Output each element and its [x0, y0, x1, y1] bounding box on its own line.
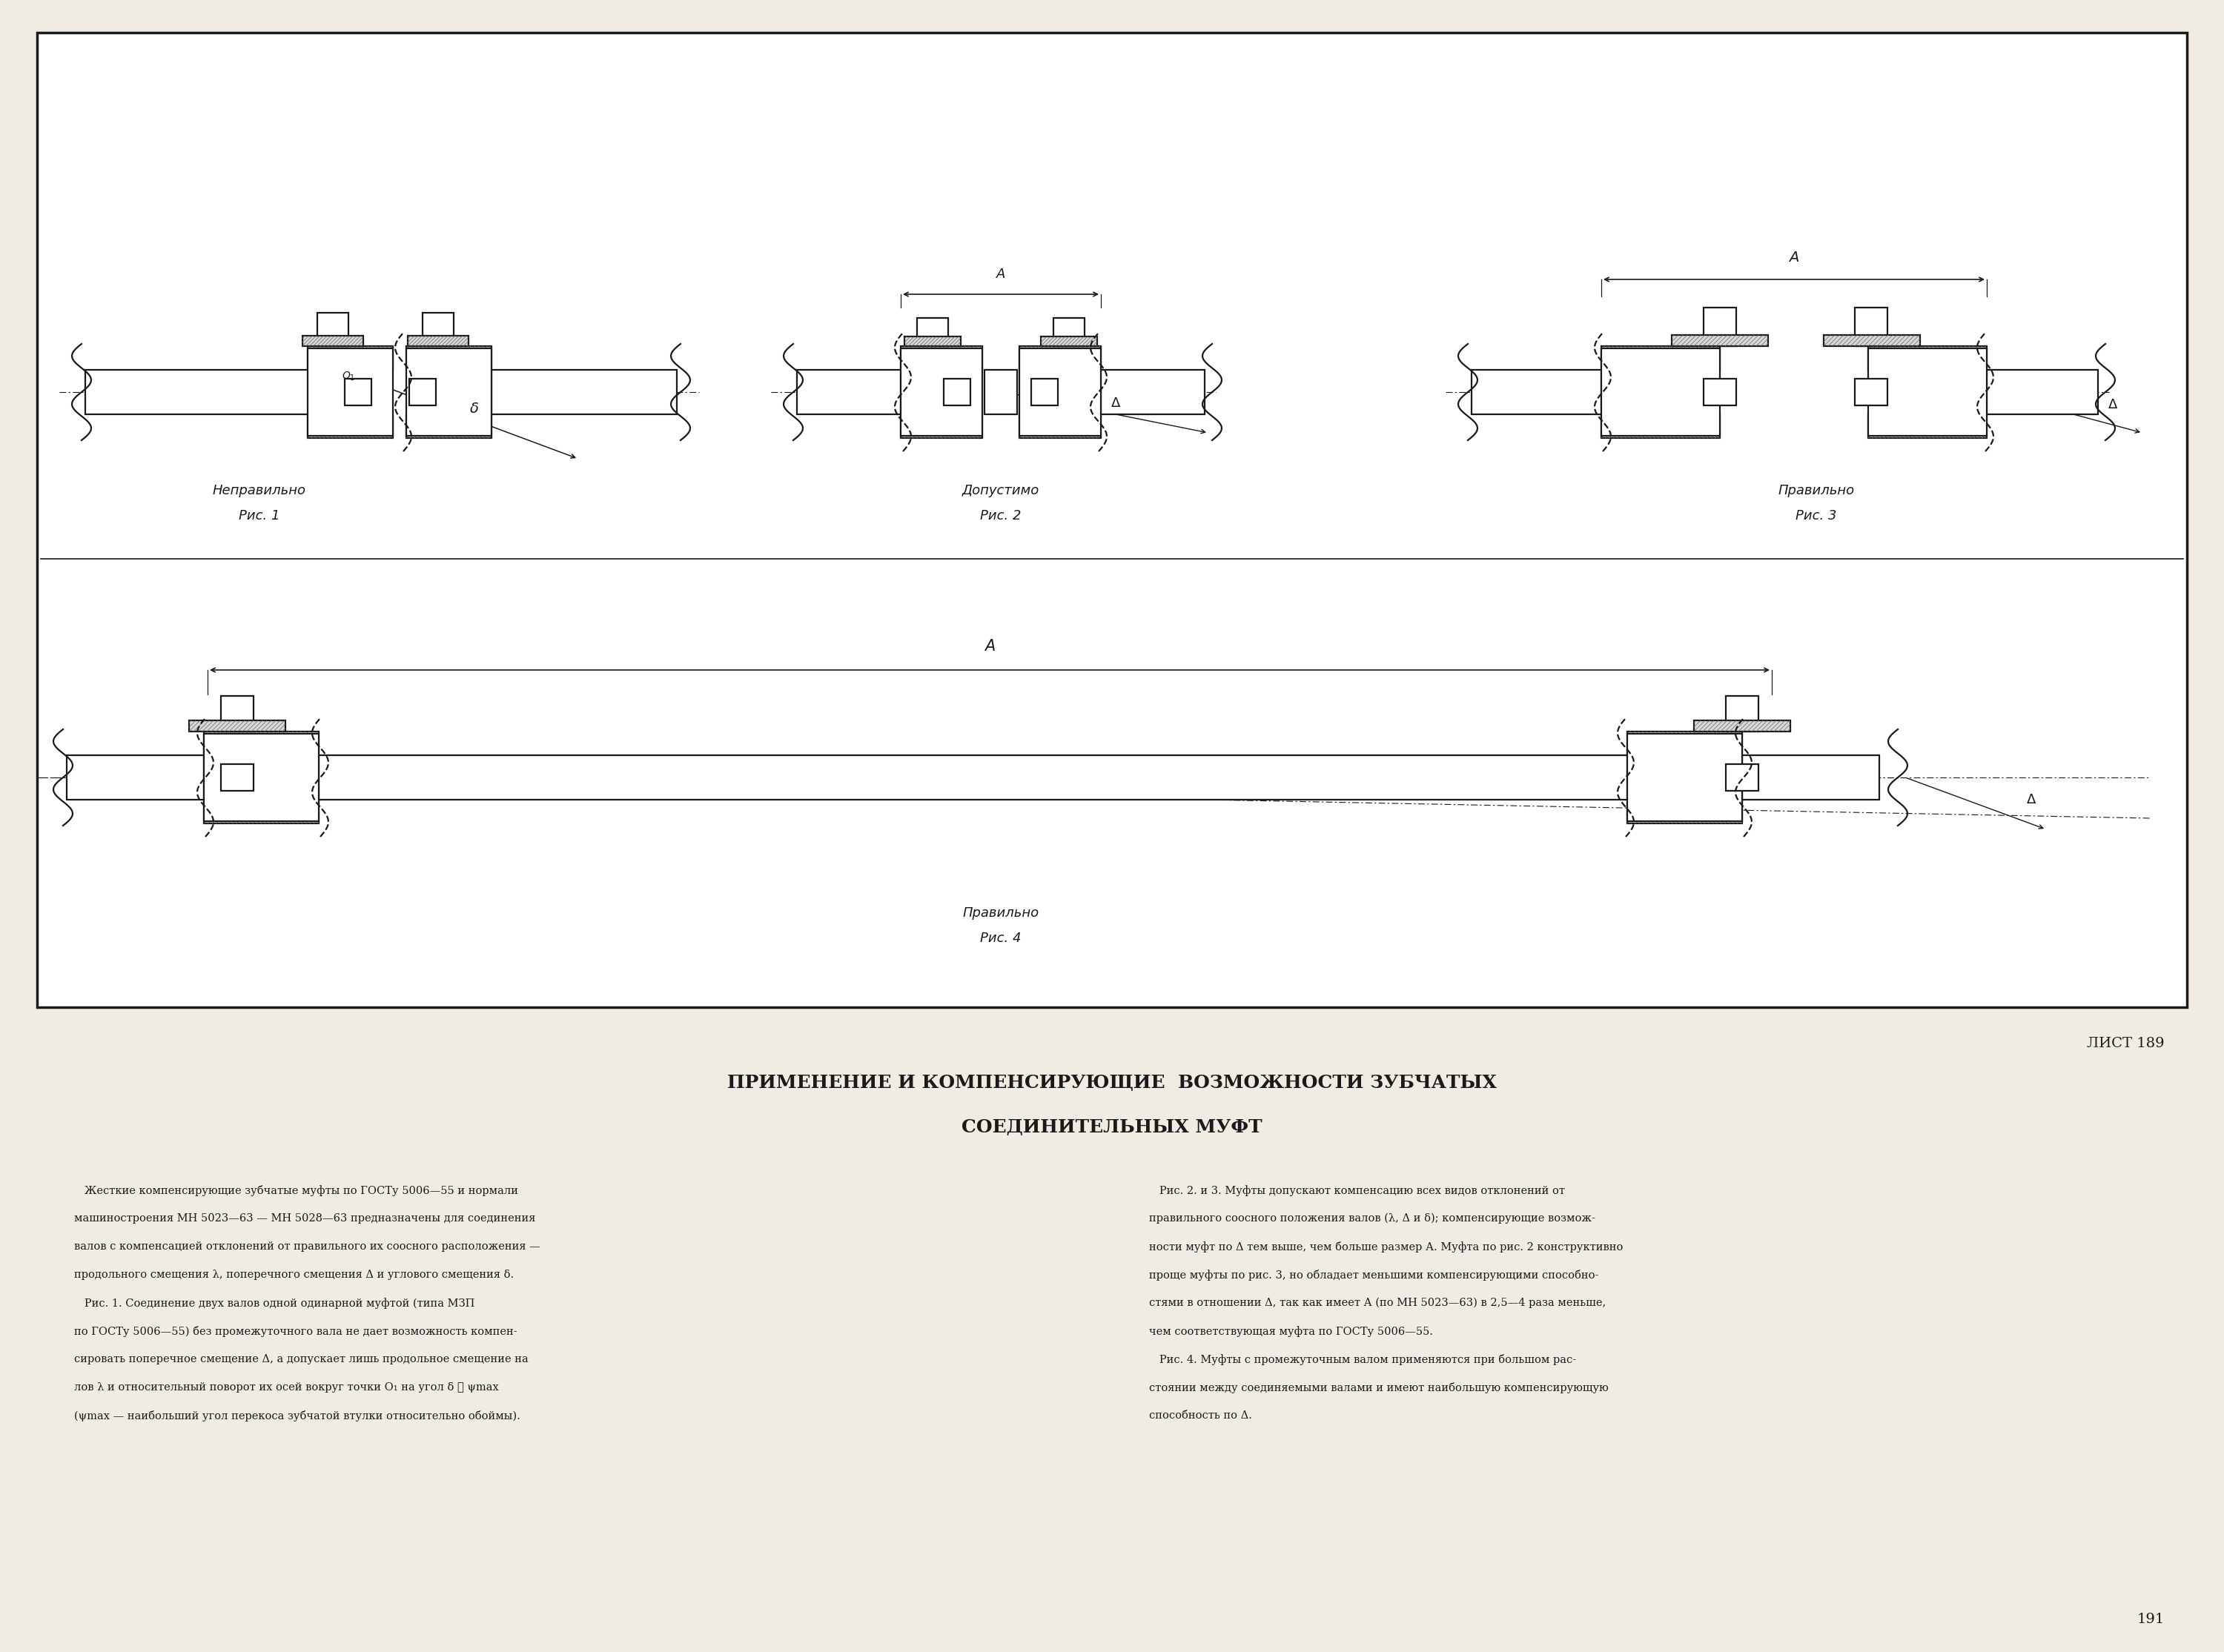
Bar	[1824, 335, 1919, 347]
Text: Рис. 2. и 3. Муфты допускают компенсацию всех видов отклонений от: Рис. 2. и 3. Муфты допускают компенсацию…	[1150, 1184, 1566, 1196]
Text: Рис. 2: Рис. 2	[981, 509, 1021, 522]
Bar	[1672, 335, 1768, 347]
Text: чем соответствующая муфта по ГОСТу 5006—55.: чем соответствующая муфта по ГОСТу 5006—…	[1150, 1327, 1432, 1336]
Bar	[220, 695, 254, 732]
Text: Рис. 1. Соединение двух валов одной одинарной муфтой (типа МЗП: Рис. 1. Соединение двух валов одной один…	[73, 1298, 474, 1308]
Bar	[1726, 765, 1759, 791]
Bar	[905, 337, 961, 347]
Bar	[1986, 370, 2097, 415]
Bar	[189, 720, 285, 732]
Text: правильного соосного положения валов (λ, Δ и δ); компенсирующие возмож-: правильного соосного положения валов (λ,…	[1150, 1213, 1595, 1224]
Bar	[985, 370, 1016, 415]
Text: $O_1$: $O_1$	[342, 370, 356, 383]
Bar	[407, 349, 492, 436]
Bar	[1868, 347, 1986, 370]
Bar	[1472, 370, 1601, 415]
Bar	[205, 732, 318, 755]
Text: Неправильно: Неправильно	[214, 484, 307, 497]
Text: Рис. 1: Рис. 1	[238, 509, 280, 522]
Bar	[345, 378, 371, 405]
Bar	[1855, 307, 1888, 347]
Bar	[796, 370, 901, 415]
Bar	[943, 378, 970, 405]
Text: Рис. 4: Рис. 4	[981, 932, 1021, 945]
Bar	[1601, 415, 1719, 438]
Text: СОЕДИНИТЕЛЬНЫХ МУФТ: СОЕДИНИТЕЛЬНЫХ МУФТ	[961, 1118, 1263, 1137]
Bar	[1601, 347, 1719, 370]
Bar	[407, 347, 492, 370]
Bar	[1019, 349, 1101, 436]
Text: лов λ и относительный поворот их осей вокруг точки O₁ на угол δ ⩽ ψmax: лов λ и относительный поворот их осей во…	[73, 1383, 498, 1393]
Text: 191: 191	[2137, 1612, 2164, 1626]
Text: Правильно: Правильно	[963, 907, 1039, 920]
Text: Жесткие компенсирующие зубчатые муфты по ГОСТу 5006—55 и нормали: Жесткие компенсирующие зубчатые муфты по…	[73, 1184, 518, 1196]
Text: Допустимо: Допустимо	[963, 484, 1039, 497]
Bar	[1704, 307, 1737, 347]
Bar	[1628, 800, 1741, 823]
Text: $\delta$: $\delta$	[469, 401, 480, 416]
Bar	[901, 349, 983, 436]
Bar	[409, 378, 436, 405]
Text: проще муфты по рис. 3, но обладает меньшими компенсирующими способно-: проще муфты по рис. 3, но обладает меньш…	[1150, 1270, 1599, 1280]
Bar	[492, 370, 676, 415]
Bar	[901, 415, 983, 438]
Bar	[205, 800, 318, 823]
Bar	[407, 335, 469, 347]
Text: валов с компенсацией отклонений от правильного их соосного расположения —: валов с компенсацией отклонений от прави…	[73, 1241, 540, 1252]
Text: по ГОСТу 5006—55) без промежуточного вала не дает возможность компен-: по ГОСТу 5006—55) без промежуточного вал…	[73, 1327, 518, 1336]
Text: A: A	[1788, 251, 1799, 264]
Bar	[67, 755, 205, 800]
Bar	[1101, 370, 1205, 415]
Text: A: A	[996, 268, 1005, 281]
Text: Правильно: Правильно	[1777, 484, 1855, 497]
Bar	[1032, 378, 1059, 405]
Bar	[1019, 347, 1101, 370]
Text: Рис. 4. Муфты с промежуточным валом применяются при большом рас-: Рис. 4. Муфты с промежуточным валом прим…	[1150, 1355, 1577, 1365]
Text: ПРИМЕНЕНИЕ И КОМПЕНСИРУЮЩИЕ  ВОЗМОЖНОСТИ ЗУБЧАТЫХ: ПРИМЕНЕНИЕ И КОМПЕНСИРУЮЩИЕ ВОЗМОЖНОСТИ …	[727, 1074, 1497, 1092]
Text: стями в отношении Δ, так как имеет А (по МН 5023—63) в 2,5—4 раза меньше,: стями в отношении Δ, так как имеет А (по…	[1150, 1298, 1606, 1308]
Bar	[1695, 720, 1790, 732]
Bar	[1019, 415, 1101, 438]
Text: Δ: Δ	[1112, 396, 1121, 410]
Bar	[1601, 349, 1719, 436]
Bar	[1855, 378, 1888, 405]
Bar	[1726, 695, 1759, 732]
Bar	[302, 335, 363, 347]
Text: A: A	[985, 639, 994, 654]
Text: (ψmax — наибольший угол перекоса зубчатой втулки относительно обоймы).: (ψmax — наибольший угол перекоса зубчато…	[73, 1411, 520, 1421]
Text: продольного смещения λ, поперечного смещения Δ и углового смещения δ.: продольного смещения λ, поперечного смещ…	[73, 1270, 514, 1280]
Text: ности муфт по Δ тем выше, чем больше размер А. Муфта по рис. 2 конструктивно: ности муфт по Δ тем выше, чем больше раз…	[1150, 1241, 1624, 1252]
Text: ЛИСТ 189: ЛИСТ 189	[2086, 1037, 2164, 1051]
Bar	[1868, 349, 1986, 436]
Bar	[307, 347, 394, 370]
Bar	[901, 347, 983, 370]
Bar	[1054, 317, 1085, 347]
Text: способность по Δ.: способность по Δ.	[1150, 1411, 1252, 1421]
Text: машиностроения МН 5023—63 — МН 5028—63 предназначены для соединения: машиностроения МН 5023—63 — МН 5028—63 п…	[73, 1213, 536, 1224]
Bar	[307, 415, 394, 438]
Bar	[1628, 732, 1741, 755]
Text: сировать поперечное смещение Δ, а допускает лишь продольное смещение на: сировать поперечное смещение Δ, а допуск…	[73, 1355, 529, 1365]
Text: стоянии между соединяемыми валами и имеют наибольшую компенсирующую: стоянии между соединяемыми валами и имею…	[1150, 1383, 1608, 1393]
Bar	[1741, 755, 1879, 800]
Bar	[205, 733, 318, 821]
Text: Δ: Δ	[2108, 398, 2117, 411]
Bar	[1041, 337, 1096, 347]
Bar	[423, 312, 454, 347]
Bar	[318, 312, 347, 347]
Bar	[220, 765, 254, 791]
Bar	[38, 33, 2186, 1008]
Bar	[916, 317, 947, 347]
Bar	[1704, 378, 1737, 405]
Bar	[85, 370, 311, 415]
Bar	[407, 415, 492, 438]
Bar	[1868, 415, 1986, 438]
Bar	[307, 349, 394, 436]
Bar	[1628, 733, 1741, 821]
Text: Рис. 3: Рис. 3	[1795, 509, 1837, 522]
Bar	[318, 755, 1628, 800]
Text: Δ: Δ	[2026, 793, 2035, 806]
